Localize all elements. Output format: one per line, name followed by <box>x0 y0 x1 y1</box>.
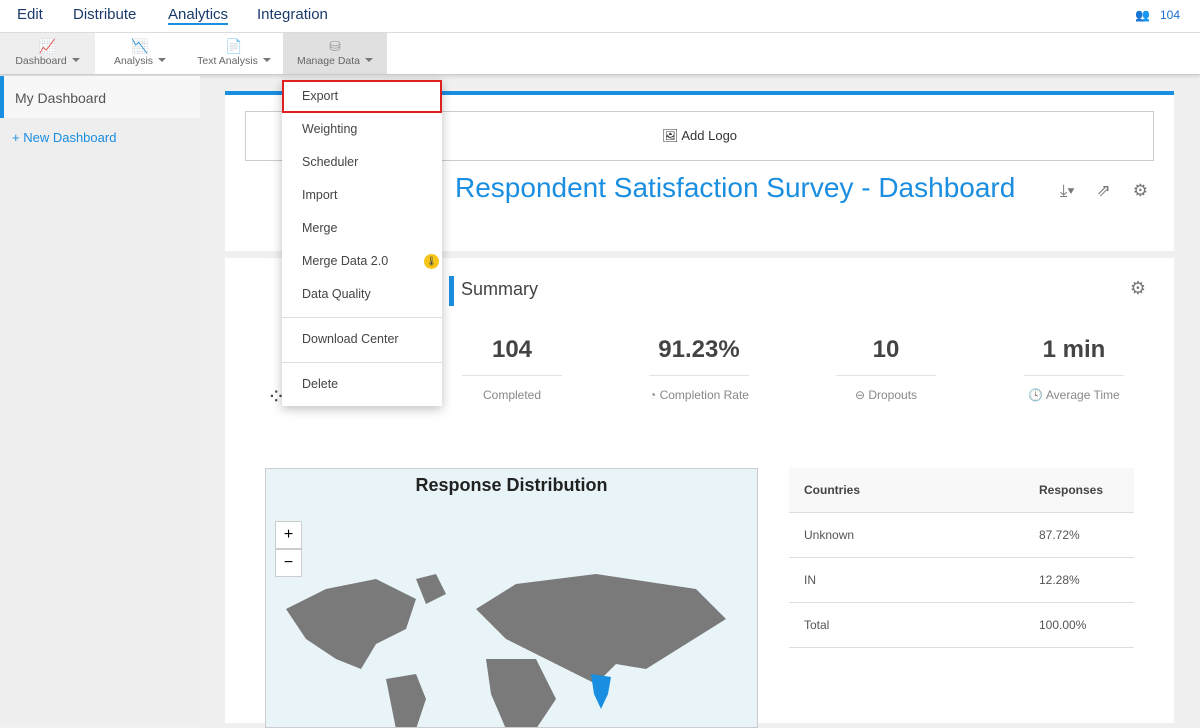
eurasia <box>476 574 726 684</box>
nav-analytics[interactable]: Analytics <box>168 6 229 25</box>
nav-edit[interactable]: Edit <box>17 6 43 23</box>
pie-icon: ◔ <box>649 388 657 402</box>
south-america <box>386 674 426 727</box>
stat-label: Completed <box>482 388 542 402</box>
menu-label: Merge Data 2.0 <box>302 254 389 268</box>
nav-integration[interactable]: Integration <box>257 6 328 23</box>
scatter-chart-icon: 📉 <box>131 38 149 54</box>
add-logo-button[interactable]: 🖼 Add Logo <box>245 111 1154 161</box>
toolbar-dashboard[interactable]: 📈 Dashboard <box>0 33 95 74</box>
stat-completed: 104 Completed <box>437 336 587 402</box>
menu-download-center[interactable]: Download Center <box>302 332 399 346</box>
toolbar-analysis[interactable]: 📉 Analysis <box>95 33 185 74</box>
countries-table: Countries Responses Unknown 87.72% IN 12.28… <box>789 468 1134 648</box>
users-icon: 👥 <box>1135 8 1150 22</box>
menu-scheduler[interactable]: Scheduler <box>302 155 359 169</box>
add-logo-label: Add Logo <box>681 128 738 143</box>
africa <box>486 659 556 727</box>
north-america <box>286 579 416 669</box>
cell: Total <box>804 618 830 632</box>
menu-data-quality[interactable]: Data Quality <box>302 287 371 301</box>
toolbar: 📈 Dashboard 📉 Analysis 📄 Text Analysis ⛁ Man… <box>0 33 1200 75</box>
responses-icon: ⁘ <box>267 384 286 409</box>
toolbar-text-analysis[interactable]: 📄 Text Analysis <box>185 33 283 74</box>
table-row: Total 100.00% <box>789 603 1134 648</box>
section-marker <box>449 276 454 306</box>
user-count[interactable]: 👥 104 <box>1135 8 1180 22</box>
toolbar-label: Analysis <box>113 55 154 67</box>
caret-icon <box>158 58 167 66</box>
table-row: IN 12.28% <box>789 558 1134 603</box>
india <box>591 674 611 709</box>
caret-icon <box>262 58 271 66</box>
share-icon[interactable]: ⇗ <box>1096 181 1111 200</box>
divider <box>282 362 442 363</box>
sidebar-my-dashboard[interactable]: My Dashboard <box>0 76 200 118</box>
caret-icon <box>365 58 374 66</box>
summary-title: Summary <box>461 279 539 299</box>
menu-weighting[interactable]: Weighting <box>302 122 358 136</box>
user-count-value: 104 <box>1159 8 1180 22</box>
menu-delete[interactable]: Delete <box>302 377 339 391</box>
toolbar-label: Text Analysis <box>197 55 258 67</box>
beta-badge-icon: 🌡 <box>424 254 439 269</box>
zoom-out-button[interactable]: − <box>275 549 302 577</box>
world-map <box>286 574 726 727</box>
page-title: Respondent Satisfaction Survey - Dashboa… <box>455 172 1016 203</box>
cell: Unknown <box>804 528 855 542</box>
gear-icon[interactable]: ⚙ <box>1132 181 1148 200</box>
new-dashboard-link[interactable]: + New Dashboard <box>12 130 117 145</box>
greenland <box>416 574 446 604</box>
download-icon[interactable]: ⤓▾ <box>1059 181 1075 200</box>
sidebar: My Dashboard + New Dashboard <box>0 76 200 723</box>
database-icon: ⛁ <box>329 38 341 54</box>
col-countries[interactable]: Countries <box>804 483 861 497</box>
stat-value: 104 <box>462 336 562 376</box>
table-row: Unknown 87.72% <box>789 513 1134 558</box>
line-chart-icon: 📈 <box>38 38 57 54</box>
stat-label: Dropouts <box>868 388 918 402</box>
toolbar-label: Dashboard <box>15 55 67 67</box>
document-icon: 📄 <box>225 38 243 54</box>
stat-average-time: 1 min 🕓 Average Time <box>999 336 1149 402</box>
minus-circle-icon: ⊖ <box>854 388 865 402</box>
nav-distribute[interactable]: Distribute <box>73 6 137 23</box>
manage-data-menu: Export Weighting Scheduler Import Merge … <box>282 80 442 406</box>
image-icon: 🖼 <box>661 128 679 143</box>
clock-icon: 🕓 <box>1028 388 1044 402</box>
toolbar-manage-data[interactable]: ⛁ Manage Data <box>283 33 387 74</box>
stat-label: Average Time <box>1045 388 1120 402</box>
col-responses[interactable]: Responses <box>1039 483 1104 497</box>
table-header: Countries Responses <box>789 468 1134 513</box>
stat-completion-rate: 91.23% ◔ Completion Rate <box>624 336 774 402</box>
menu-import[interactable]: Import <box>302 188 338 202</box>
stat-value: 91.23% <box>649 336 749 376</box>
toolbar-label: Manage Data <box>296 55 361 67</box>
stat-dropouts: 10 ⊖ Dropouts <box>811 336 961 402</box>
menu-export[interactable]: Export <box>282 80 442 113</box>
zoom-in-button[interactable]: + <box>275 521 302 549</box>
gear-icon[interactable]: ⚙ <box>1129 278 1146 298</box>
cell: 87.72% <box>1039 528 1080 542</box>
caret-icon <box>71 58 80 66</box>
menu-merge-data-2[interactable]: Merge Data 2.0 🌡 <box>282 245 442 278</box>
map-title: Response Distribution <box>415 475 608 495</box>
menu-merge[interactable]: Merge <box>302 221 338 235</box>
cell: IN <box>804 573 816 587</box>
cell: 12.28% <box>1039 573 1080 587</box>
stat-value: 1 min <box>1024 336 1124 376</box>
stat-value: 10 <box>836 336 936 376</box>
cell: 100.00% <box>1039 618 1087 632</box>
divider <box>282 317 442 318</box>
top-nav: Edit Distribute Analytics Integration 👥 1… <box>0 0 1200 33</box>
stat-label: Completion Rate <box>659 388 749 402</box>
response-map[interactable]: Response Distribution + − <box>265 468 758 728</box>
